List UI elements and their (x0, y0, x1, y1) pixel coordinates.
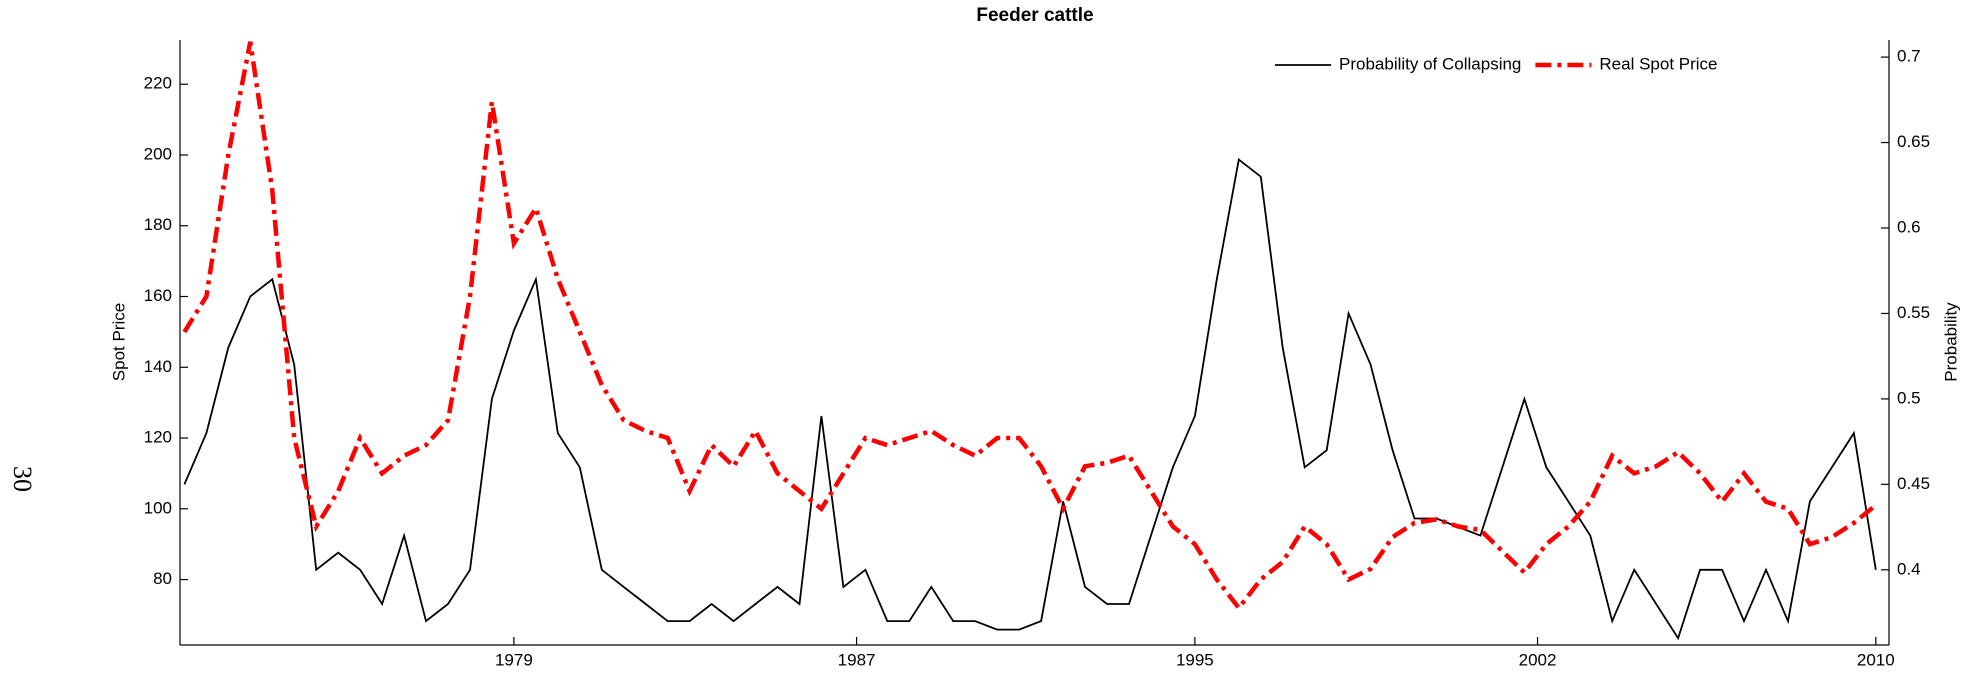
y-tick-label: 220 (144, 74, 172, 93)
legend-label: Probability of Collapsing (1339, 54, 1521, 73)
y2-tick-label: 0.65 (1897, 132, 1930, 151)
series-line (182, 41, 1878, 612)
x-tick-label: 1979 (495, 650, 533, 669)
y-tick-label: 80 (153, 569, 172, 588)
y-tick-label: 160 (144, 286, 172, 305)
y2-tick-label: 0.7 (1897, 47, 1921, 66)
y-tick-label: 180 (144, 215, 172, 234)
chart-title: Feeder cattle (976, 5, 1093, 26)
y-axis-label: Spot Price (109, 303, 128, 381)
y-tick-label: 200 (144, 144, 172, 163)
x-tick-label: 2002 (1519, 650, 1557, 669)
y2-tick-label: 0.6 (1897, 217, 1921, 236)
x-tick-label: 2010 (1857, 650, 1895, 669)
series-line (183, 157, 1877, 641)
y2-axis-label: Probability (1941, 302, 1960, 382)
y-tick-label: 120 (144, 428, 172, 447)
x-tick-label: 1987 (838, 650, 876, 669)
y2-tick-label: 0.45 (1897, 474, 1930, 493)
y2-tick-label: 0.5 (1897, 388, 1921, 407)
x-tick-label: 1995 (1176, 650, 1214, 669)
page-number: 30 (8, 466, 37, 492)
legend-label: Real Spot Price (1599, 54, 1717, 73)
plot-area (182, 41, 1878, 641)
y-tick-label: 140 (144, 357, 172, 376)
y-tick-label: 100 (144, 498, 172, 517)
y2-tick-label: 0.55 (1897, 303, 1930, 322)
y2-tick-label: 0.4 (1897, 559, 1921, 578)
